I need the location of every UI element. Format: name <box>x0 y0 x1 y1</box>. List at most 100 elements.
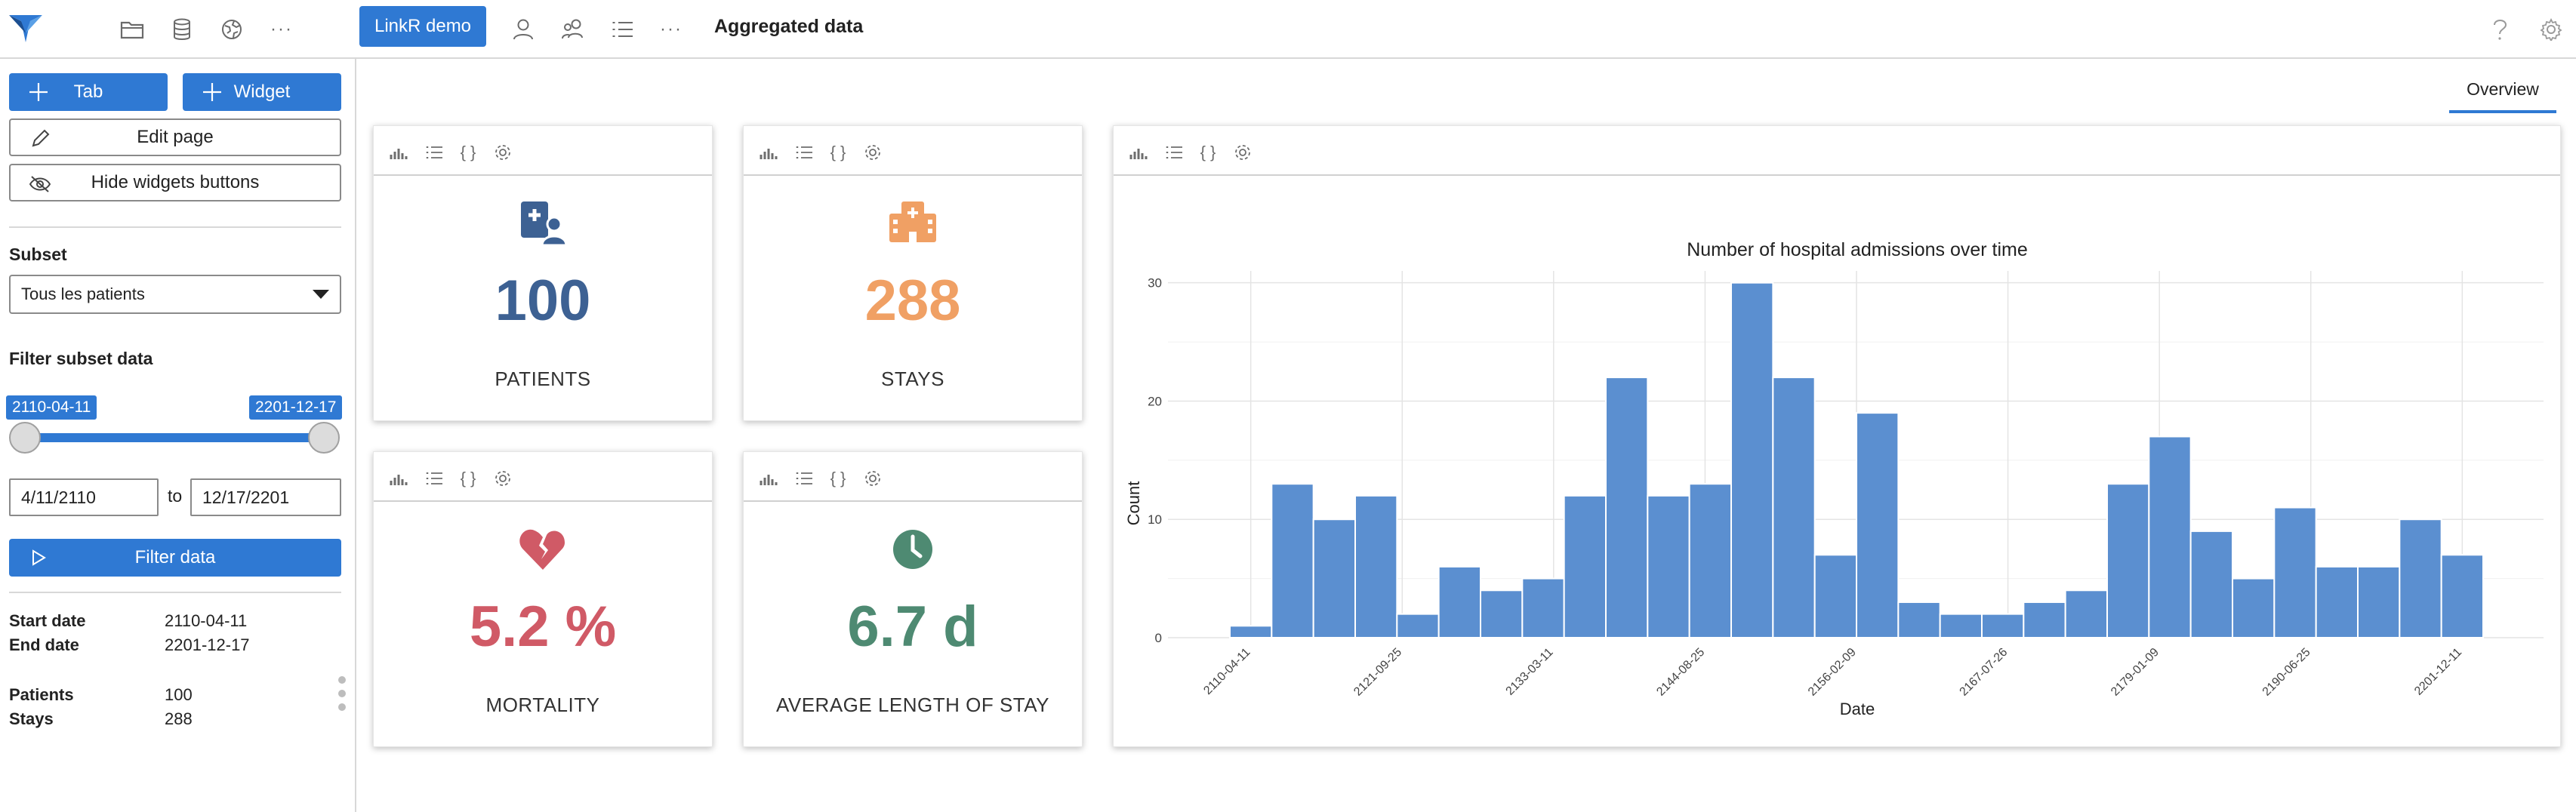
widget-toolbar: { } <box>1114 126 2560 176</box>
list-icon[interactable] <box>1163 141 1186 164</box>
code-icon[interactable]: { } <box>460 143 476 161</box>
sidebar-resize-handle[interactable] <box>338 676 347 717</box>
bar[interactable] <box>1897 601 1941 638</box>
chart-icon[interactable] <box>387 467 410 490</box>
database-icon[interactable] <box>168 15 196 44</box>
bar[interactable] <box>1437 565 1481 638</box>
bar[interactable] <box>1981 613 2025 638</box>
more-icon-2[interactable]: ··· <box>660 19 683 39</box>
play-icon <box>26 545 51 571</box>
bar[interactable] <box>2189 530 2233 638</box>
add-tab-button[interactable]: Tab <box>9 73 168 111</box>
date-to-input[interactable]: 12/17/2201 <box>190 478 341 516</box>
globe-icon[interactable] <box>217 15 246 44</box>
widget-toolbar: { } <box>374 126 712 176</box>
bar[interactable] <box>1229 625 1273 638</box>
chart-icon[interactable] <box>387 141 410 164</box>
linkr-logo[interactable] <box>8 11 44 47</box>
bar[interactable] <box>2273 506 2317 639</box>
filter-data-button[interactable]: Filter data <box>9 539 341 577</box>
gear-icon[interactable] <box>861 467 884 490</box>
widget-toolbar: { } <box>374 452 712 502</box>
code-icon[interactable]: { } <box>1200 143 1216 161</box>
range-end-handle[interactable] <box>308 422 340 454</box>
clock-icon <box>893 530 932 569</box>
subset-select[interactable]: Tous les patients <box>9 275 341 314</box>
chart-icon[interactable] <box>757 141 780 164</box>
hide-widgets-button[interactable]: Hide widgets buttons <box>9 164 341 201</box>
code-icon[interactable]: { } <box>830 143 846 161</box>
gear-icon[interactable] <box>1231 141 1254 164</box>
range-start-handle[interactable] <box>9 422 41 454</box>
list-icon[interactable] <box>424 141 446 164</box>
more-icon[interactable]: ··· <box>270 19 293 39</box>
bar[interactable] <box>1856 412 1900 638</box>
date-from-input[interactable]: 4/11/2110 <box>9 478 159 516</box>
gear-icon[interactable] <box>491 141 514 164</box>
filter-heading: Filter subset data <box>9 349 153 368</box>
divider <box>9 226 341 228</box>
bar[interactable] <box>2232 577 2276 639</box>
chart-icon[interactable] <box>1127 141 1150 164</box>
gear-icon[interactable] <box>491 467 514 490</box>
bar[interactable] <box>1772 377 1816 638</box>
help-icon[interactable] <box>2485 15 2514 44</box>
range-start-tag: 2110-04-11 <box>6 395 97 420</box>
linkr-demo-button[interactable]: LinkR demo <box>359 6 486 47</box>
bar[interactable] <box>1647 494 1690 638</box>
settings-icon[interactable] <box>2537 15 2565 44</box>
add-widget-label: Widget <box>233 82 291 102</box>
bar[interactable] <box>1396 613 1440 638</box>
bar[interactable] <box>1521 577 1565 639</box>
patients-value: 100 <box>165 685 193 704</box>
stays-value: 288 <box>864 269 961 333</box>
stays-label: Stays <box>9 709 54 728</box>
edit-page-button[interactable]: Edit page <box>9 118 341 156</box>
bar[interactable] <box>1605 377 1649 638</box>
users-icon[interactable] <box>559 15 587 44</box>
bar[interactable] <box>1688 483 1733 638</box>
y-tick-label: 20 <box>1148 394 1162 408</box>
folder-icon[interactable] <box>118 15 146 44</box>
bar[interactable] <box>2315 565 2359 638</box>
bar[interactable] <box>1271 483 1314 638</box>
patients-label: PATIENTS <box>495 368 591 390</box>
bar[interactable] <box>1813 554 1858 638</box>
stays-widget: { } 288 STAYS <box>743 125 1083 421</box>
bar[interactable] <box>1939 613 1983 638</box>
bar[interactable] <box>2064 589 2108 639</box>
list-icon[interactable] <box>793 141 816 164</box>
bar[interactable] <box>1730 281 1774 638</box>
filter-data-label: Filter data <box>134 547 216 567</box>
stays-label: STAYS <box>881 368 944 390</box>
gear-icon[interactable] <box>861 141 884 164</box>
start-date-value: 2110-04-11 <box>165 611 248 630</box>
bar[interactable] <box>2023 601 2066 638</box>
chart-x-label: Date <box>1840 700 1875 718</box>
bar[interactable] <box>1480 589 1524 639</box>
list-icon[interactable] <box>793 467 816 490</box>
chart-icon[interactable] <box>757 467 780 490</box>
bar[interactable] <box>1312 518 1356 638</box>
bar[interactable] <box>1354 494 1398 638</box>
eye-hide-icon <box>27 171 53 197</box>
bar[interactable] <box>2440 554 2484 638</box>
date-range-track[interactable] <box>23 433 326 442</box>
bar[interactable] <box>2148 435 2192 638</box>
bar[interactable] <box>1563 494 1607 638</box>
x-tick-label: 2144-08-25 <box>1654 646 1707 699</box>
code-icon[interactable]: { } <box>460 469 476 488</box>
bar[interactable] <box>2399 518 2442 638</box>
list-icon[interactable] <box>424 467 446 490</box>
x-tick-label: 2201-12-11 <box>2412 646 2464 698</box>
list-icon[interactable] <box>609 15 637 44</box>
tab-overview[interactable]: Overview <box>2449 72 2556 113</box>
user-icon[interactable] <box>509 15 538 44</box>
add-widget-button[interactable]: Widget <box>183 73 341 111</box>
bar[interactable] <box>2357 565 2401 638</box>
los-label: AVERAGE LENGTH OF STAY <box>775 694 1050 716</box>
code-icon[interactable]: { } <box>830 469 846 488</box>
x-tick-label: 2133-03-11 <box>1504 646 1556 698</box>
bar[interactable] <box>2106 483 2150 638</box>
widget-toolbar: { } <box>744 126 1082 176</box>
